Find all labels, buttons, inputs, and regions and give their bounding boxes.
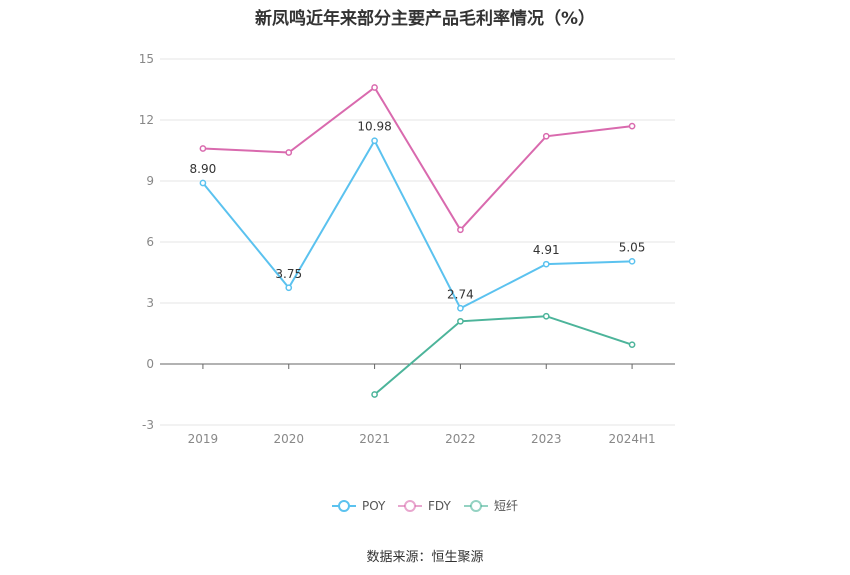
y-tick-label: 6 (146, 235, 154, 249)
legend-label: POY (362, 499, 386, 513)
x-tick-label: 2022 (445, 432, 476, 446)
x-tick-label: 2024H1 (608, 432, 655, 446)
grid-lines (160, 58, 675, 426)
x-tick-label: 2021 (359, 432, 390, 446)
data-label: 3.75 (275, 267, 302, 281)
legend-marker (470, 500, 482, 512)
data-label: 10.98 (357, 120, 391, 134)
data-point (199, 179, 207, 187)
data-point (457, 226, 464, 234)
chart-title: 新凤鸣近年来部分主要产品毛利率情况（%） (254, 9, 596, 29)
data-point (542, 312, 550, 320)
data-labels: 8.90 3.75 10.98 2.74 4.91 5.05 (190, 120, 646, 302)
data-point (542, 260, 550, 268)
legend-marker (404, 500, 416, 512)
data-point (542, 132, 550, 140)
series-lines (199, 84, 636, 398)
y-tick-label: 9 (146, 174, 154, 188)
data-point (628, 341, 636, 349)
series-line-短纤 (373, 315, 633, 396)
y-tick-label: -3 (142, 418, 154, 432)
legend-label: FDY (428, 499, 451, 513)
x-tick-label: 2020 (273, 432, 304, 446)
data-point (628, 257, 636, 265)
legend-marker (338, 500, 350, 512)
data-point (285, 149, 293, 156)
y-tick-label: 15 (139, 52, 154, 66)
legend-label: 短纤 (494, 499, 518, 513)
data-point (457, 304, 464, 312)
data-label: 8.90 (190, 162, 217, 176)
series-line-POY (202, 138, 633, 310)
x-tick-label: 2019 (188, 432, 219, 446)
data-point (371, 391, 378, 398)
data-point (628, 122, 636, 130)
legend-item-FDY[interactable]: FDY (398, 499, 451, 513)
y-tick-label: 3 (146, 296, 154, 310)
data-label: 5.05 (619, 240, 646, 254)
legend[interactable]: POY FDY 短纤 (332, 499, 518, 513)
y-tick-label: 12 (139, 113, 154, 127)
legend-item-POY[interactable]: POY (332, 499, 386, 513)
x-tick-label: 2023 (531, 432, 562, 446)
source-note: 数据来源：恒生聚源 (366, 550, 484, 565)
data-point (371, 137, 378, 145)
axes: -3 0 3 6 9 12 15 2019 2020 2021 2022 2023 2024H1 (139, 52, 675, 446)
legend-item-短纤[interactable]: 短纤 (464, 499, 518, 513)
data-point (199, 145, 207, 152)
data-point (285, 284, 293, 292)
data-point (457, 317, 464, 325)
data-point (371, 84, 378, 91)
data-label: 2.74 (447, 287, 474, 301)
series-line-FDY (202, 85, 633, 232)
y-tick-label: 0 (146, 357, 154, 371)
data-label: 4.91 (533, 243, 560, 257)
